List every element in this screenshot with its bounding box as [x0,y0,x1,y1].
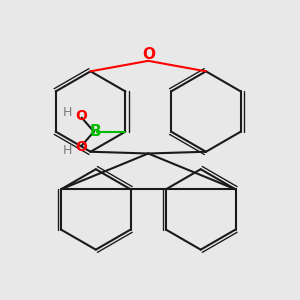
Text: B: B [90,124,101,139]
Text: H: H [63,106,72,119]
Text: O: O [75,140,87,154]
Text: O: O [75,109,87,123]
Text: O: O [142,47,155,62]
Text: H: H [63,144,72,158]
